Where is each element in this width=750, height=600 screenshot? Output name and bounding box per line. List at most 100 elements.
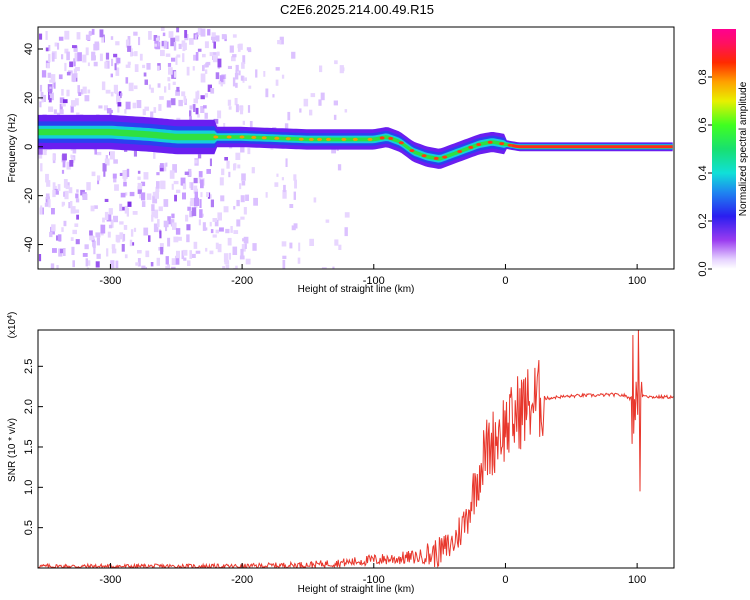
spectrogram-noise-cell (220, 195, 225, 202)
spectrogram-noise-cell (96, 253, 101, 259)
spectrogram-noise-cell (124, 254, 128, 259)
colorbar-tick-label: 0.2 (697, 213, 709, 228)
spectrogram-noise-cell (61, 201, 64, 207)
spectrogram-noise-cell (90, 205, 95, 212)
spectrogram-noise-cell (252, 243, 257, 251)
spectrogram-noise-cell (191, 253, 196, 258)
spectrogram-noise-cell (151, 211, 156, 218)
spectrogram-noise-cell (75, 193, 79, 199)
spectrogram-noise-cell (87, 62, 90, 67)
spectrogram-noise-cell (162, 32, 166, 37)
spectrogram-noise-cell (86, 267, 90, 269)
spectrogram-noise-cell (141, 192, 146, 201)
spectrogram-noise-cell (93, 205, 98, 209)
spectrogram-noise-cell (98, 105, 103, 109)
spectrogram-noise-cell (212, 37, 215, 43)
spectrogram-noise-cell (332, 266, 335, 269)
snr-y-tick-label: 1.0 (23, 480, 35, 495)
spectrogram-noise-cell (160, 49, 165, 57)
spectrogram-noise-cell (62, 248, 66, 256)
spectrogram-noise-cell (150, 262, 154, 267)
spectrogram-noise-cell (61, 54, 64, 60)
ridge-peak-cell (379, 136, 385, 140)
colorbar-label: Normalized spectral amplitude (738, 81, 749, 216)
spectrogram-noise-cell (125, 192, 128, 196)
spectrogram-noise-cell (287, 111, 291, 121)
spectrogram-noise-cell (85, 47, 89, 56)
spectrogram-noise-cell (66, 182, 70, 188)
spectrogram-noise-cell (235, 152, 241, 160)
spectrogram-noise-cell (170, 98, 176, 106)
spectrogram-noise-cell (46, 63, 50, 69)
spectrogram-noise-cell (219, 227, 224, 232)
spectrogram-noise-cell (167, 237, 171, 247)
spectrogram-noise-cell (186, 224, 191, 231)
ridge-peak-cell (476, 143, 482, 146)
spectrogram-y-axis-label: Frequency (Hz) (7, 114, 18, 183)
spectrogram-noise-cell (156, 172, 160, 176)
spectrogram-noise-cell (233, 206, 236, 210)
spectrogram-noise-cell (338, 244, 342, 250)
ridge-peak-cell (213, 135, 219, 139)
spectrogram-noise-cell (160, 27, 165, 31)
spectrogram-noise-cell (344, 109, 348, 113)
spectrogram-noise-cell (209, 221, 212, 227)
spectrogram-noise-cell (215, 229, 219, 234)
spectrogram-noise-cell (282, 259, 286, 269)
spectrogram-noise-cell (235, 64, 239, 72)
spectrogram-noise-cell (239, 106, 244, 115)
spectrogram-noise-cell (339, 65, 344, 74)
spectrogram-noise-cell (168, 83, 171, 90)
spectrogram-noise-cell (200, 192, 203, 198)
spectrogram-noise-cell (276, 173, 279, 177)
spectrogram-noise-cell (163, 40, 167, 49)
spectrogram-noise-cell (100, 224, 106, 234)
spectrogram-noise-cell (137, 176, 141, 180)
spectrogram-noise-cell (58, 74, 63, 80)
spectrogram-noise-cell (229, 45, 234, 53)
spectrogram-noise-cell (48, 92, 50, 100)
spectrogram-noise-cell (133, 31, 138, 36)
spectrogram-noise-cell (194, 159, 198, 164)
spectrogram-noise-cell (204, 69, 208, 74)
ridge-peak-cell (261, 136, 267, 140)
spectrogram-noise-cell (74, 209, 80, 214)
spectrogram-noise-cell (52, 158, 56, 164)
spectrogram-noise-cell (61, 103, 66, 107)
spectrogram-noise-cell (106, 108, 112, 114)
spectrogram-noise-cell (176, 54, 181, 58)
spectrogram-noise-cell (73, 45, 78, 52)
snr-x-tick-label: -300 (99, 574, 121, 586)
spectrogram-noise-cell (159, 230, 162, 239)
spectrogram-noise-cell (74, 223, 79, 227)
spectrogram-noise-cell (151, 204, 155, 212)
spectrogram-noise-cell (182, 183, 187, 190)
spectrogram-noise-cell (59, 103, 63, 112)
spectrogram-noise-cell (237, 164, 241, 169)
spectrogram-noise-cell (217, 110, 222, 119)
spectrogram-noise-cell (61, 227, 64, 232)
spectrogram-noise-cell (58, 36, 64, 41)
spectrogram-noise-cell (66, 51, 70, 61)
spectrogram-noise-cell (54, 188, 59, 195)
spectrogram-noise-cell (193, 185, 198, 193)
spectrogram-noise-cell (200, 106, 205, 113)
spectrogram-noise-cell (188, 168, 192, 177)
spectrogram-noise-cell (206, 192, 209, 197)
spectrogram-noise-cell (133, 85, 138, 90)
spectrogram-noise-cell (199, 199, 202, 208)
spectrogram-noise-cell (242, 120, 245, 125)
spectrogram-noise-cell (87, 89, 91, 94)
spectrogram-noise-cell (72, 229, 77, 235)
spectrogram-noise-cell (195, 107, 199, 115)
spectrogram-noise-cell (249, 121, 253, 128)
spectrogram-noise-cell (71, 100, 76, 107)
ridge-peak-cell (499, 142, 505, 146)
spectrogram-noise-cell (309, 238, 314, 246)
ridge-peak-cell (341, 137, 347, 141)
spectrogram-noise-cell (132, 102, 137, 109)
spectrogram-frame (37, 26, 675, 270)
spectrogram-noise-cell (200, 73, 206, 83)
spectrogram-noise-cell (172, 81, 176, 85)
